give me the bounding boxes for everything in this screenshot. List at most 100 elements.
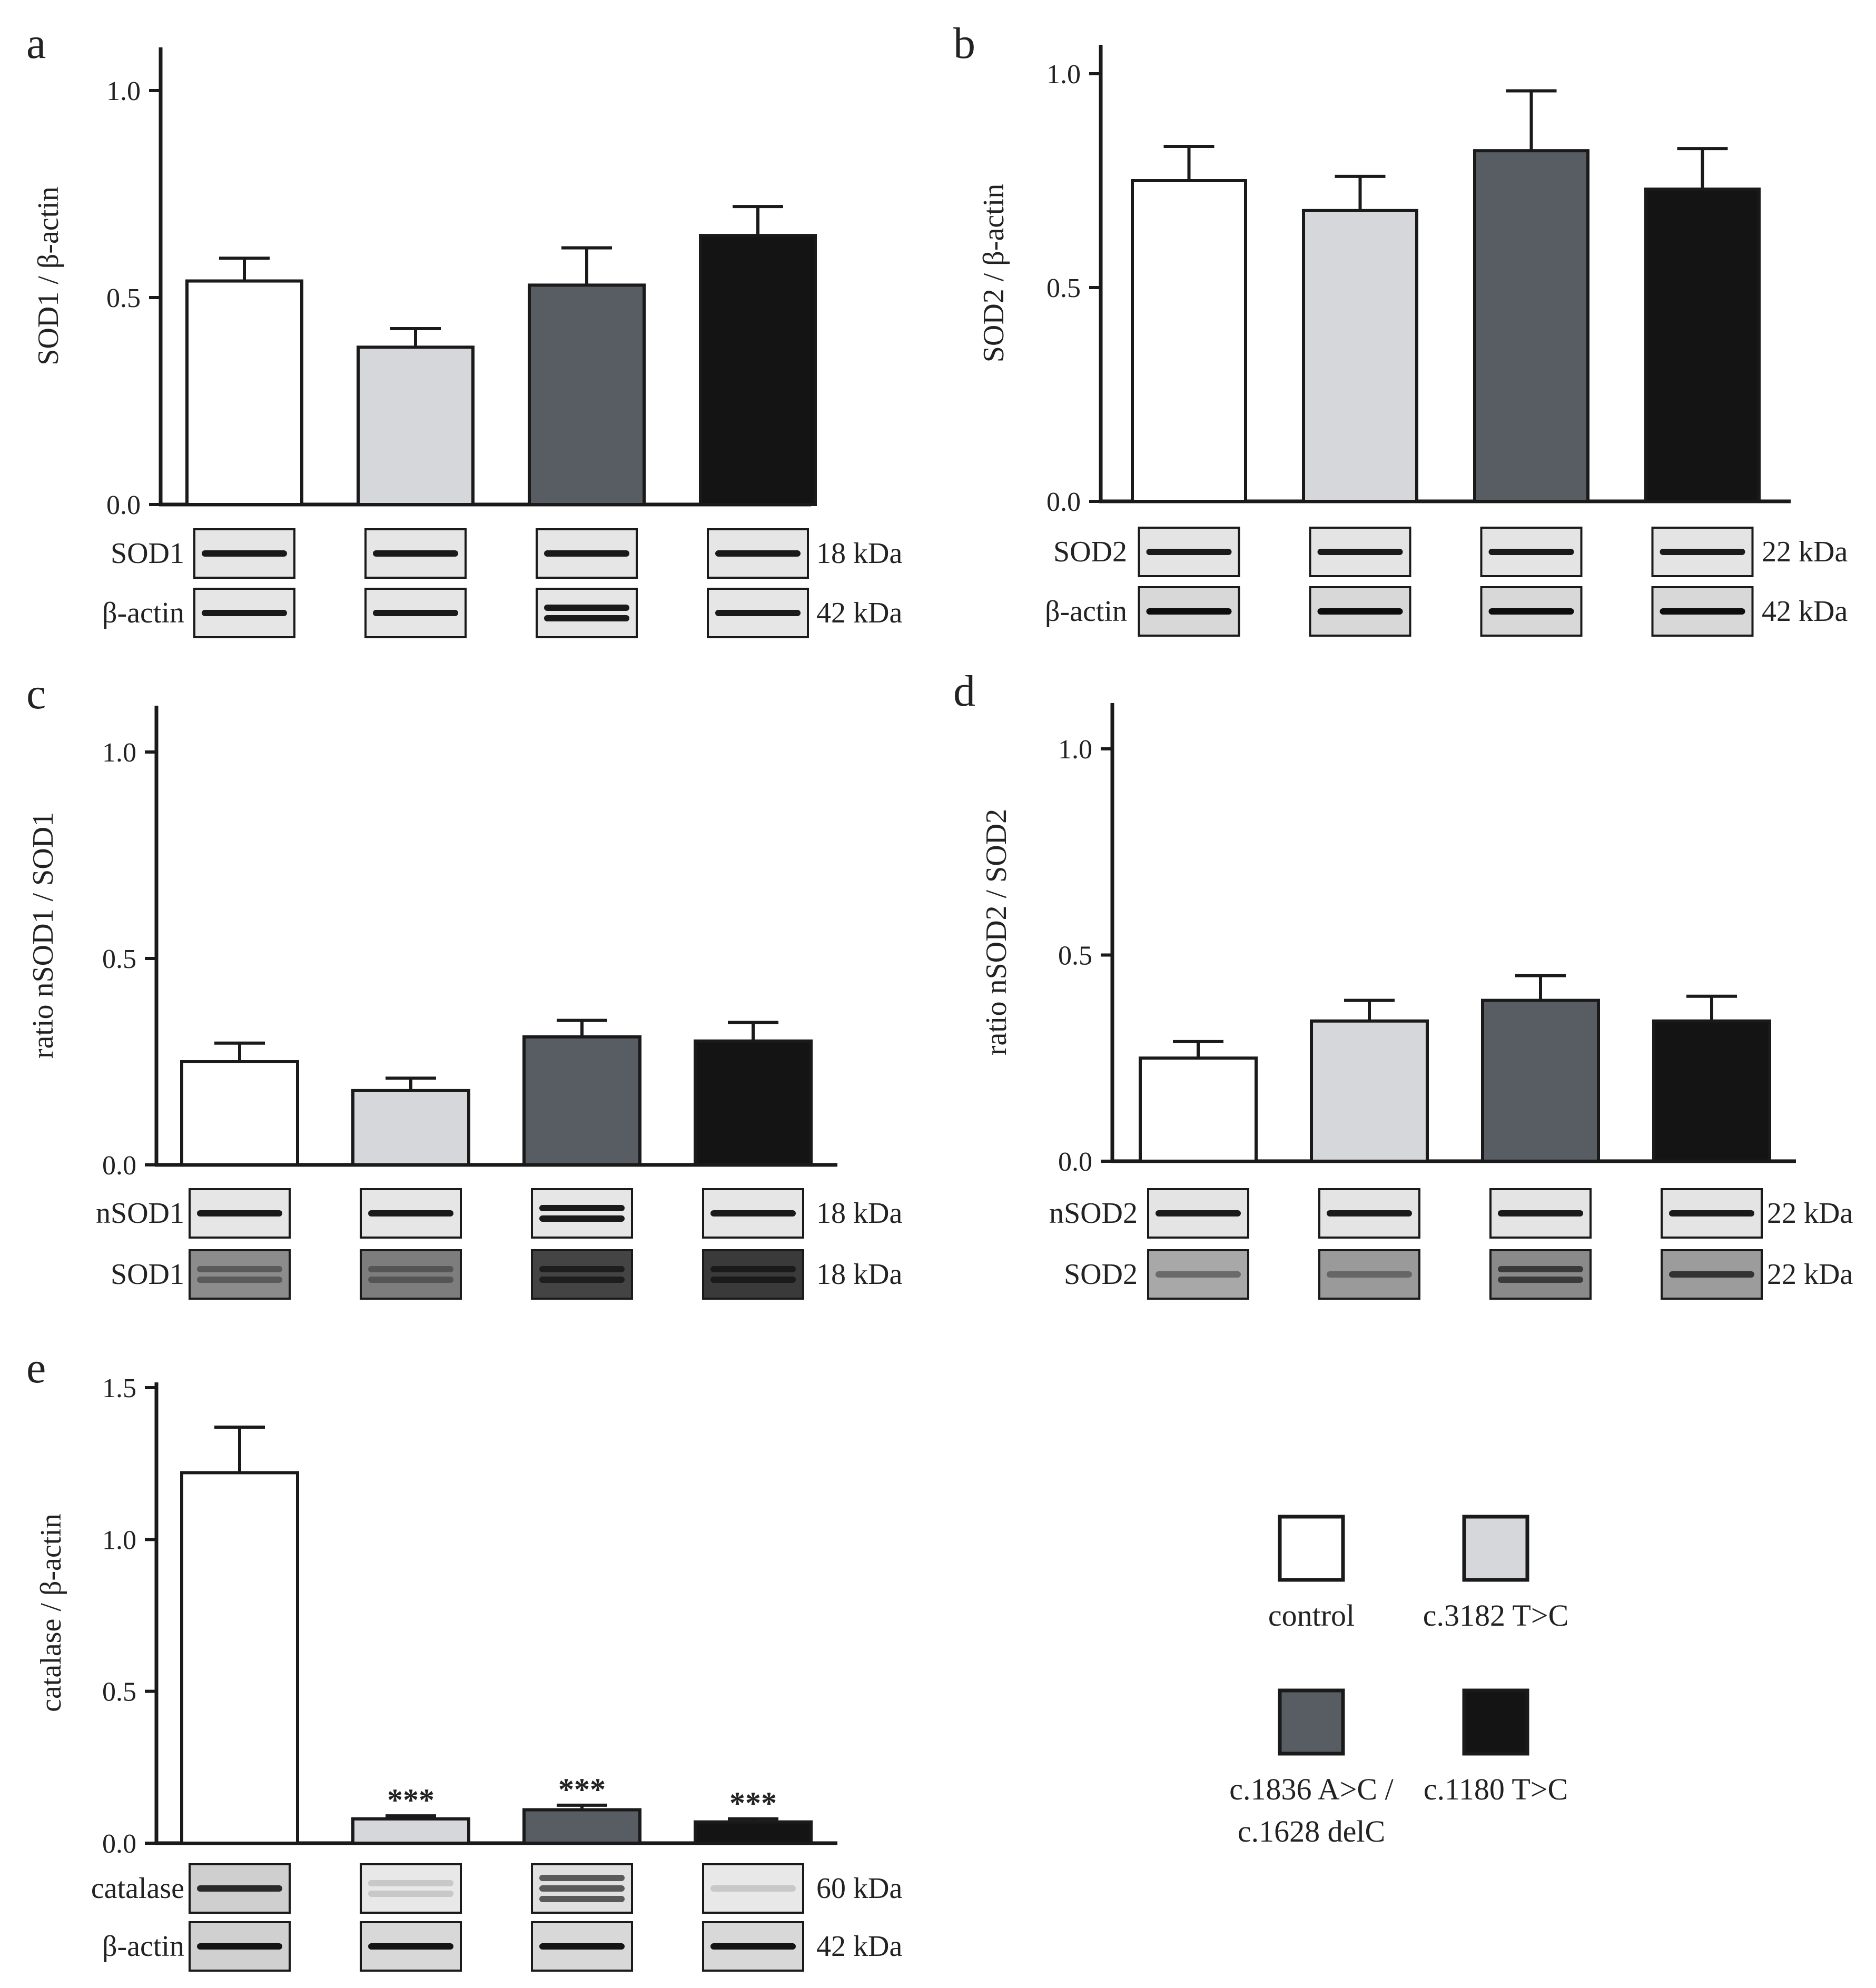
blot-band	[1498, 1210, 1583, 1216]
blot-lane	[1489, 1249, 1592, 1300]
blot-row-label: nSOD2	[1049, 1197, 1138, 1230]
blot-row: β-actin 42 kDa	[102, 1921, 902, 1972]
blot-row-label: SOD2	[1064, 1258, 1138, 1291]
blot-band	[539, 1215, 625, 1222]
blot-kda-label: 18 kDa	[816, 537, 902, 570]
blot-band	[197, 1943, 282, 1950]
bar-c1836	[522, 1035, 641, 1166]
bar-control	[1131, 179, 1247, 503]
bar-c1180	[694, 1039, 813, 1167]
blot-kda-label: 42 kDa	[1762, 595, 1848, 628]
y-tick-label: 1.0	[1046, 60, 1081, 90]
blot-band	[202, 610, 287, 616]
blot-band	[368, 1943, 453, 1950]
legend-swatch-c1180	[1462, 1688, 1529, 1756]
blot-row: SOD1 18 kDa	[111, 528, 902, 579]
blot-kda-label: 22 kDa	[1767, 1197, 1853, 1230]
y-tick-label: 0.0	[102, 1151, 136, 1181]
blot-band	[544, 615, 629, 621]
y-tick-label: 1.5	[102, 1373, 136, 1403]
blot-row: SOD2 22 kDa	[1053, 527, 1848, 577]
blot-band	[1660, 549, 1745, 555]
blot-band	[1146, 549, 1232, 555]
blot-band	[715, 550, 801, 557]
bar-c1180	[1652, 1019, 1771, 1163]
bar-c1836	[528, 283, 646, 506]
blot-band	[710, 1210, 796, 1216]
bar-c1180	[694, 1820, 813, 1845]
blot-band	[1327, 1271, 1412, 1278]
bar-c3182	[1302, 209, 1418, 503]
blot-row: β-actin 42 kDa	[1045, 586, 1848, 637]
blot-band	[544, 605, 629, 611]
blot-lane	[360, 1249, 462, 1300]
blot-band	[1498, 1277, 1583, 1283]
blot-kda-label: 18 kDa	[816, 1197, 902, 1230]
legend-label: c.1836 A>C /	[1229, 1772, 1394, 1806]
blot-band	[1488, 549, 1574, 555]
blot-row-label: catalase	[91, 1872, 184, 1905]
panel-letter: c	[26, 669, 46, 718]
bar-c3182	[1310, 1019, 1429, 1163]
blot-band	[715, 610, 801, 616]
blot-row-label: SOD1	[111, 1258, 184, 1291]
bar-control	[185, 279, 303, 506]
blot-band	[368, 1891, 453, 1897]
bar-c1836	[522, 1808, 641, 1845]
panel-e: e catalase / β-actin 0.0 0.5 1.0 1.5 *** *** ***…	[26, 1343, 902, 1972]
legend-label: c.1180 T>C	[1424, 1772, 1568, 1806]
y-tick-label: 0.0	[1046, 487, 1081, 517]
blot-row: SOD2 22 kDa	[1064, 1249, 1853, 1300]
legend-swatch-c3182	[1462, 1515, 1529, 1582]
y-axis-label: SOD1 / β-actin	[32, 186, 65, 365]
blot-band	[1146, 608, 1232, 615]
blot-band	[1317, 608, 1403, 615]
legend-label-line2: c.1628 delC	[1238, 1814, 1385, 1848]
legend-label: c.3182 T>C	[1423, 1598, 1569, 1633]
significance-label: ***	[729, 1786, 777, 1821]
y-tick-label: 1.0	[102, 1525, 136, 1555]
blot-band	[1327, 1210, 1412, 1216]
blot-row-label: SOD2	[1053, 536, 1127, 568]
y-tick-label: 0.5	[106, 283, 141, 313]
blot-band	[710, 1943, 796, 1950]
blot-band	[710, 1266, 796, 1272]
blot-lane	[531, 1249, 633, 1300]
blot-kda-label: 60 kDa	[816, 1872, 902, 1905]
blot-band	[1156, 1210, 1241, 1216]
blot-row: nSOD1 18 kDa	[96, 1188, 902, 1239]
blot-band	[368, 1210, 453, 1216]
blot-row-label: β-actin	[1045, 595, 1127, 628]
blot-row-label: nSOD1	[96, 1197, 184, 1230]
y-axis-label: ratio nSOD2 / SOD2	[980, 809, 1013, 1055]
blot-band	[368, 1277, 453, 1283]
blot-band	[197, 1266, 282, 1272]
legend: control c.3182 T>C c.1836 A>C / c.1628 delC…	[1229, 1515, 1569, 1848]
blot-band	[710, 1885, 796, 1892]
y-tick-label: 0.0	[1058, 1147, 1092, 1177]
y-axis-label: catalase / β-actin	[35, 1514, 67, 1712]
blot-band	[539, 1875, 625, 1881]
y-tick-label: 1.0	[102, 738, 136, 768]
y-tick-label: 0.5	[102, 944, 136, 974]
panel-letter: a	[26, 19, 46, 68]
bar-control	[180, 1060, 299, 1166]
panel-letter: b	[953, 19, 975, 68]
blot-kda-label: 42 kDa	[816, 1930, 902, 1963]
bar-c1836	[1473, 149, 1589, 503]
y-tick-label: 1.0	[1058, 735, 1092, 765]
blot-band	[368, 1880, 453, 1886]
y-axis-label: ratio nSOD1 / SOD1	[27, 812, 60, 1059]
blot-band	[539, 1885, 625, 1892]
blot-band	[544, 550, 629, 557]
significance-label: ***	[558, 1772, 606, 1807]
blot-band	[539, 1943, 625, 1950]
bar-c3182	[351, 1089, 470, 1166]
blot-band	[1317, 549, 1403, 555]
y-axis-label: SOD2 / β-actin	[978, 184, 1010, 363]
y-tick-label: 0.5	[1046, 273, 1081, 303]
blot-band	[197, 1210, 282, 1216]
bar-c3182	[357, 345, 475, 506]
